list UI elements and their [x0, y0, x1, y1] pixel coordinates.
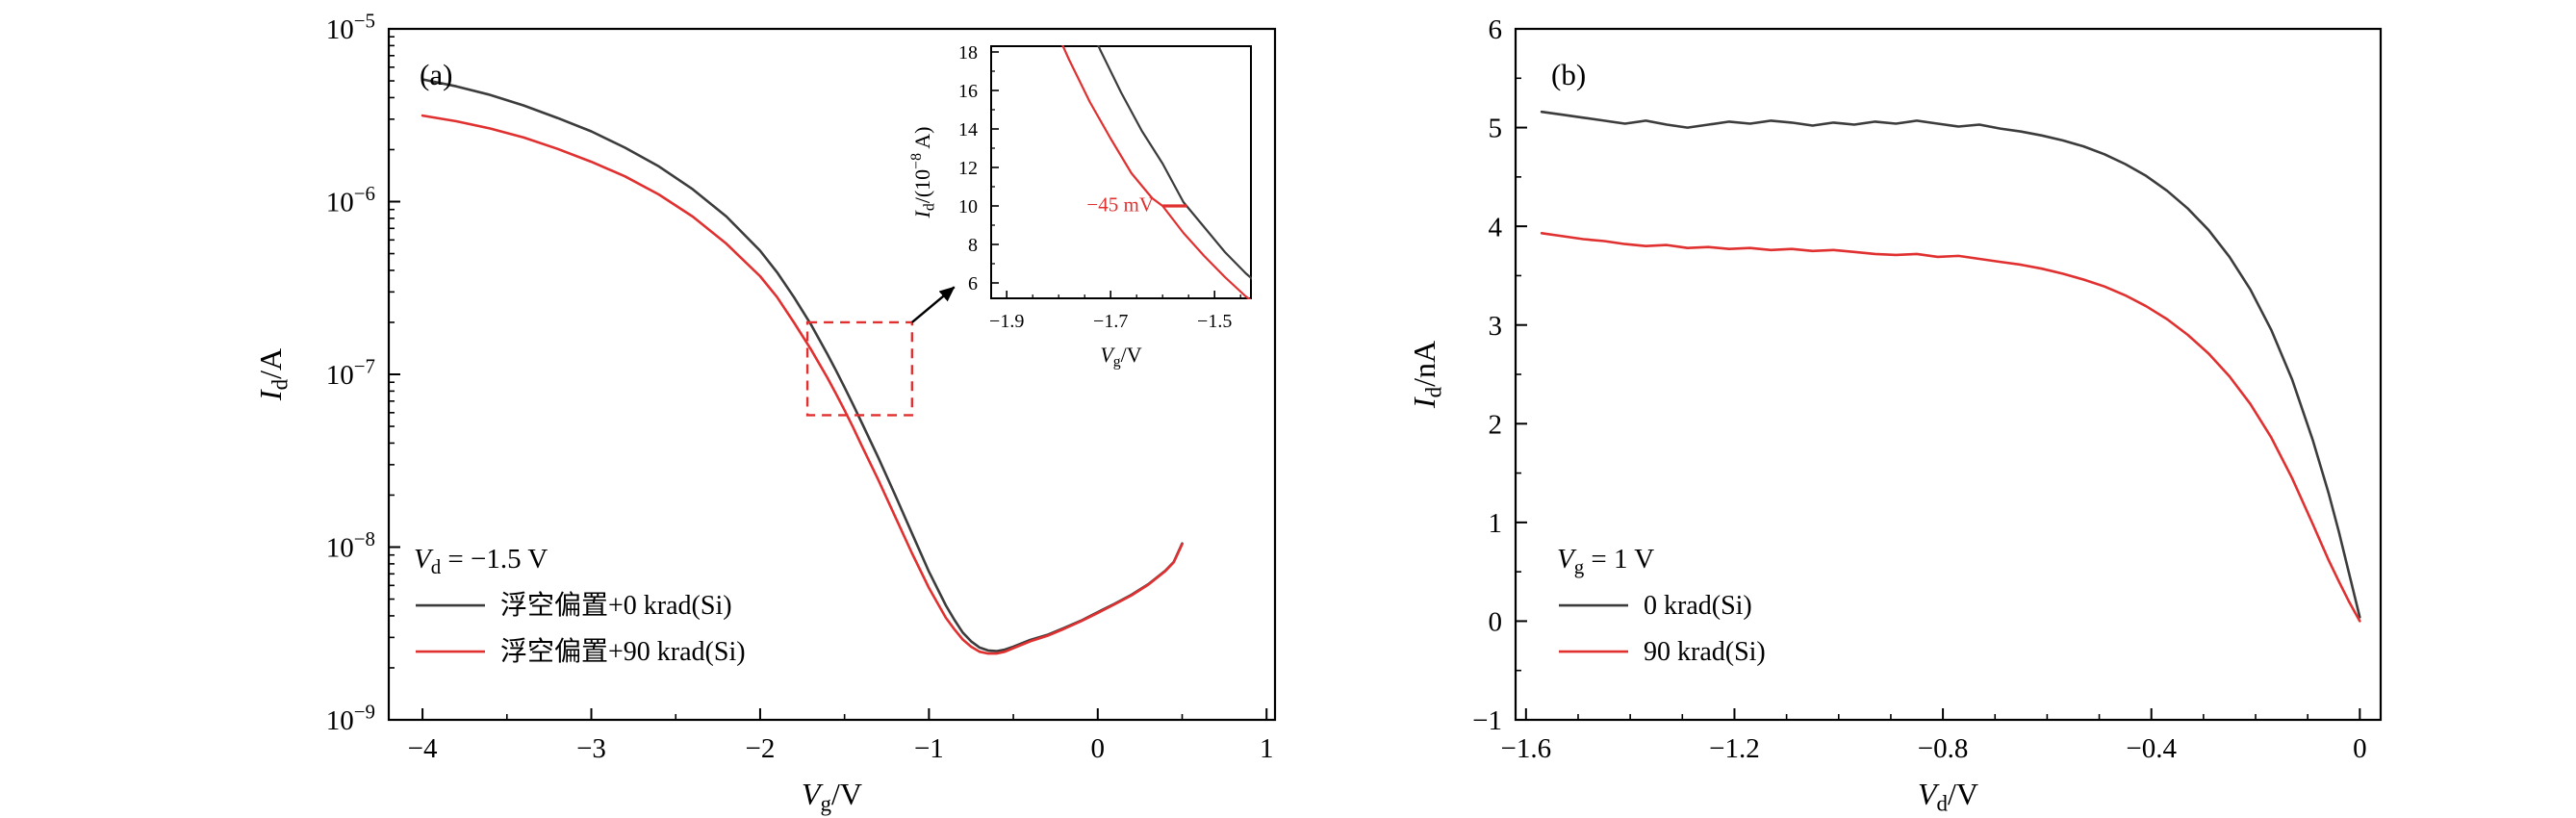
x-tick-label: 0: [1091, 733, 1106, 764]
x-tick-label: −3: [576, 733, 606, 764]
y-tick-label: 3: [1489, 311, 1503, 342]
y-tick-label: −1: [1472, 705, 1502, 736]
y-tick-label: 10−5: [326, 10, 375, 46]
legend-item-label: 0 krad(Si): [1644, 591, 1752, 621]
y-tick-label: 0: [1489, 607, 1503, 638]
x-tick-label: −0.8: [1918, 733, 1969, 764]
x-tick-label: −1.6: [1501, 733, 1552, 764]
x-tick-label: −1.9: [989, 311, 1024, 332]
y-tick-label: 14: [958, 119, 978, 141]
zoom-arrow: [911, 286, 956, 323]
axes-frame: [990, 45, 1252, 299]
legend-title: Vd = −1.5 V: [414, 544, 548, 578]
x-tick-label: −1.7: [1093, 311, 1128, 332]
y-tick-label: 10−9: [326, 701, 375, 737]
legend-item-label: 浮空偏置+90 krad(Si): [500, 636, 746, 667]
series-line-inset-0krad: [1097, 45, 1252, 280]
annotation-text: −45 mV: [1086, 193, 1154, 217]
y-tick-label: 10−7: [326, 355, 375, 392]
y-tick-label: 2: [1489, 409, 1503, 440]
series-group: [421, 78, 1184, 655]
axes-frame: [1514, 27, 2383, 722]
y-tick-label: 4: [1489, 212, 1503, 243]
x-axis-label: Vg/V: [1100, 343, 1141, 370]
y-tick-label: 16: [958, 81, 978, 102]
chart-a_main: −4 −3 −2 −1 0 1 10−9 10−8 10−7 10−6 10−5 Vg/V Id/A (a…: [253, 10, 1277, 815]
x-tick-label: −2: [746, 733, 776, 764]
y-tick-label: 10−8: [326, 527, 375, 564]
zoom-region-box: [805, 320, 914, 417]
chart-b_main: −1.6 −1.2 −0.8 −0.4 0 −1 0 1 2 3 4 5 6 Vd/V Id/nA (b) Vg…: [1407, 14, 2383, 815]
y-tick-label: 18: [958, 42, 978, 64]
x-tick-label: −4: [408, 733, 438, 764]
series-group: [1540, 110, 2361, 623]
x-tick-label: −1.2: [1709, 733, 1760, 764]
y-tick-label: 10−6: [326, 182, 375, 218]
y-axis-label: Id/A: [253, 348, 292, 401]
x-tick-label: −1.5: [1197, 311, 1232, 332]
chart-a_inset: −1.9 −1.7 −1.5 6 8 10 12 14 16 18 Vg/V Id/(10−8 A) −…: [908, 42, 1252, 370]
series-line-output-0krad: [1540, 110, 2361, 619]
series-line-inset-90krad: [1061, 45, 1252, 299]
y-tick-label: 5: [1489, 114, 1503, 144]
x-tick-label: 0: [2353, 733, 2367, 764]
y-tick-label: 8: [968, 235, 978, 256]
x-tick-label: 1: [1260, 733, 1274, 764]
x-tick-label: −1: [914, 733, 944, 764]
x-axis-label: Vg/V: [802, 777, 862, 815]
y-tick-label: 6: [1489, 14, 1503, 45]
legend-item-label: 浮空偏置+0 krad(Si): [500, 590, 732, 621]
y-tick-label: 6: [968, 273, 978, 294]
y-tick-label: 10: [958, 196, 978, 217]
y-tick-label: 12: [958, 158, 978, 179]
y-axis-label: Id/(10−8 A): [908, 127, 937, 219]
panel-label: (a): [420, 58, 452, 91]
series-line-floating-bias-90krad: [421, 114, 1184, 655]
legend-title: Vg = 1 V: [1557, 544, 1654, 578]
x-tick-label: −0.4: [2126, 733, 2177, 764]
series-group: [1061, 45, 1252, 299]
panel-label: (b): [1551, 58, 1586, 91]
y-axis-label: Id/nA: [1407, 341, 1445, 409]
y-tick-label: 1: [1489, 508, 1503, 539]
series-line-output-90krad: [1540, 232, 2361, 623]
legend-item-label: 90 krad(Si): [1644, 637, 1766, 667]
axes-frame: [387, 27, 1277, 722]
x-axis-label: Vd/V: [1918, 777, 1978, 815]
